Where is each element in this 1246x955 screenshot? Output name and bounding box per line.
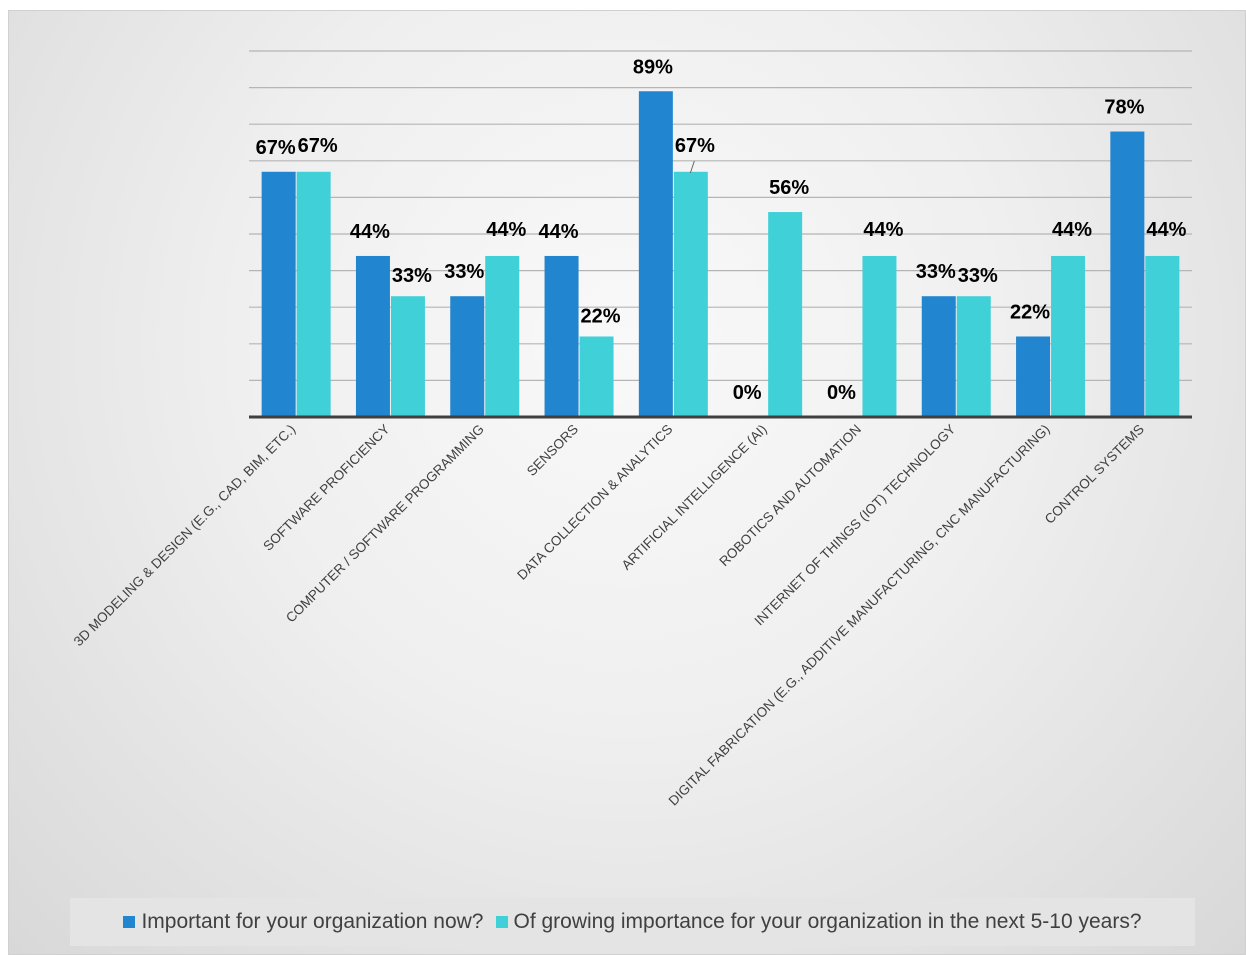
- legend-swatch-series-2: [495, 916, 508, 928]
- data-label: 0%: [733, 382, 762, 404]
- label-leader-line: [689, 160, 695, 174]
- category-label: COMPUTER / SOFTWARE PROGRAMMING: [283, 422, 487, 626]
- bar-series-1: [921, 296, 956, 417]
- legend-item-series-2: Of growing importance for your organizat…: [495, 910, 1142, 934]
- data-label: 67%: [256, 137, 296, 159]
- bar-series-1: [544, 255, 579, 417]
- data-label: 22%: [1010, 301, 1050, 323]
- data-labels: 67% 67%44%33% 33%44% 44%22%89%67%0%56%0%44%…: [256, 56, 1187, 404]
- bar-series-2: [390, 296, 425, 417]
- bar-series-2: [1051, 255, 1086, 417]
- data-label: 44%: [350, 221, 390, 243]
- data-label: 33%: [392, 265, 432, 287]
- data-label: 67%: [675, 135, 715, 157]
- bar-series-2: [673, 171, 708, 417]
- bar-series-2: [1145, 255, 1180, 417]
- bar-series-1: [1016, 336, 1051, 417]
- data-label: 89%: [633, 56, 673, 78]
- category-label: 3D MODELING & DESIGN (E.G., CAD, BIM, ET…: [71, 422, 299, 650]
- data-label: 56%: [769, 177, 809, 199]
- bar-series-1: [261, 171, 296, 417]
- data-label: 78%: [1104, 97, 1144, 119]
- data-label: 44%: [863, 219, 903, 241]
- data-label: 67%: [298, 135, 338, 157]
- bar-series-2: [296, 171, 331, 417]
- gridlines: [249, 50, 1192, 381]
- category-label: SENSORS: [524, 422, 581, 479]
- data-label: 0%: [827, 382, 856, 404]
- data-label: 44%: [1146, 219, 1186, 241]
- data-label: 44%: [486, 219, 526, 241]
- legend-item-series-1: Important for your organization now?: [123, 910, 484, 934]
- bar-series-1: [638, 91, 673, 417]
- bar-series-1: [450, 296, 485, 417]
- category-label: DATA COLLECTION & ANALYTICS: [514, 422, 675, 583]
- category-label: DIGITAL FABRICATION (E.G., ADDITIVE MANU…: [666, 422, 1053, 809]
- data-label: 44%: [539, 221, 579, 243]
- bar-series-2: [956, 296, 991, 417]
- bar-series-2: [579, 336, 614, 417]
- bar-series-2: [768, 212, 803, 417]
- category-label: CONTROL SYSTEMS: [1042, 422, 1147, 527]
- data-label: 33%: [444, 261, 484, 283]
- chart-area: [8, 10, 1246, 955]
- data-label: 33%: [958, 265, 998, 287]
- bar-series-1: [355, 255, 390, 417]
- bar-series-2: [485, 255, 520, 417]
- bar-series-2: [862, 255, 897, 417]
- legend-label-series-2: Of growing importance for your organizat…: [513, 910, 1142, 933]
- legend: Important for your organization now? Of …: [70, 898, 1195, 946]
- category-labels: 3D MODELING & DESIGN (E.G., CAD, BIM, ET…: [71, 422, 1147, 809]
- legend-label-series-1: Important for your organization now?: [141, 910, 484, 933]
- bars: [249, 91, 1192, 419]
- data-label: 22%: [581, 305, 621, 327]
- data-label: 44%: [1052, 219, 1092, 241]
- bar-series-1: [1110, 131, 1145, 417]
- data-label: 33%: [916, 261, 956, 283]
- legend-swatch-series-1: [123, 916, 136, 928]
- category-label: INTERNET OF THINGS (IOT) TECHNOLOGY: [752, 422, 959, 629]
